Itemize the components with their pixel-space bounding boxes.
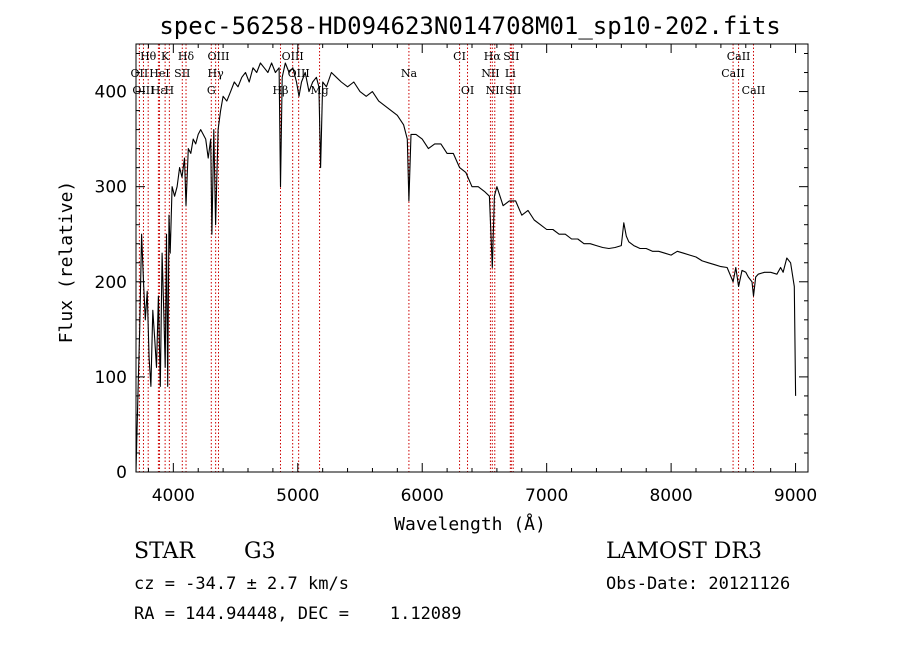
object-class: STAR bbox=[134, 539, 195, 564]
spectral-line-markers bbox=[138, 44, 754, 472]
spectrum-series bbox=[135, 62, 797, 473]
spectral-line-label: H bbox=[165, 84, 175, 97]
x-tick-label: 9000 bbox=[774, 486, 817, 506]
observation-date: Obs-Date: 20121126 bbox=[606, 574, 791, 594]
spectral-line-label: K bbox=[161, 50, 170, 63]
x-tick-label: 8000 bbox=[649, 486, 692, 506]
y-tick-label: 0 bbox=[116, 463, 127, 483]
y-tick-label: 300 bbox=[95, 178, 127, 198]
y-axis-ticks: 0 100 200 300 400 bbox=[95, 53, 808, 483]
y-axis-label: Flux (relative) bbox=[56, 181, 77, 344]
spectral-line-label: CaII bbox=[727, 50, 751, 63]
y-tick-label: 200 bbox=[95, 273, 127, 293]
spectral-line-label: Hα bbox=[484, 50, 502, 63]
redshift-info: cz = -34.7 ± 2.7 km/s bbox=[134, 574, 349, 594]
spectral-line-label: Hθ bbox=[140, 50, 157, 63]
spectral-line-label: Hε bbox=[151, 84, 167, 97]
coordinates: RA = 144.94448, DEC = 1.12089 bbox=[134, 604, 462, 624]
spectral-line-label: OIII bbox=[282, 50, 304, 63]
spectral-line-label: OII bbox=[131, 67, 149, 80]
y-tick-label: 100 bbox=[95, 368, 127, 388]
y-tick-label: 400 bbox=[95, 83, 127, 103]
spectral-line-label: Na bbox=[401, 67, 418, 80]
spectral-line-label: G bbox=[207, 84, 216, 97]
spectrum-line bbox=[135, 62, 797, 473]
spectral-line-label: Hδ bbox=[178, 50, 195, 63]
spectral-line-label: SII bbox=[505, 84, 521, 97]
spectral-line-label: OIII bbox=[207, 50, 229, 63]
chart-title: spec-56258-HD094623N014708M01_sp10-202.f… bbox=[159, 12, 780, 40]
x-tick-label: 5000 bbox=[276, 486, 319, 506]
spectral-line-label: CaII bbox=[721, 67, 745, 80]
spectral-line-label: Mg bbox=[310, 84, 328, 97]
object-subclass: G3 bbox=[244, 539, 276, 564]
x-axis-ticks: 4000 5000 6000 7000 8000 9000 bbox=[147, 44, 817, 506]
spectral-line-label: CI bbox=[453, 50, 466, 63]
x-axis-label: Wavelength (Å) bbox=[394, 513, 546, 535]
spectral-line-label: HeI bbox=[149, 67, 169, 80]
plot-frame bbox=[135, 43, 809, 473]
x-tick-label: 4000 bbox=[152, 486, 195, 506]
spectral-line-label: OI bbox=[461, 84, 474, 97]
spectral-line-label: SII bbox=[174, 67, 190, 80]
spectral-line-label: NII bbox=[481, 67, 499, 80]
spectral-line-label: Hβ bbox=[273, 84, 289, 97]
x-tick-label: 6000 bbox=[401, 486, 444, 506]
spectral-line-label: Hγ bbox=[208, 67, 225, 80]
spectral-line-label: SII bbox=[503, 50, 519, 63]
spectral-line-label: OIII bbox=[132, 84, 154, 97]
spectral-line-label: NII bbox=[486, 84, 504, 97]
x-tick-label: 7000 bbox=[525, 486, 568, 506]
spectral-line-label: Li bbox=[505, 67, 516, 80]
survey-name: LAMOST DR3 bbox=[606, 539, 762, 564]
spectral-line-label: CaII bbox=[742, 84, 766, 97]
